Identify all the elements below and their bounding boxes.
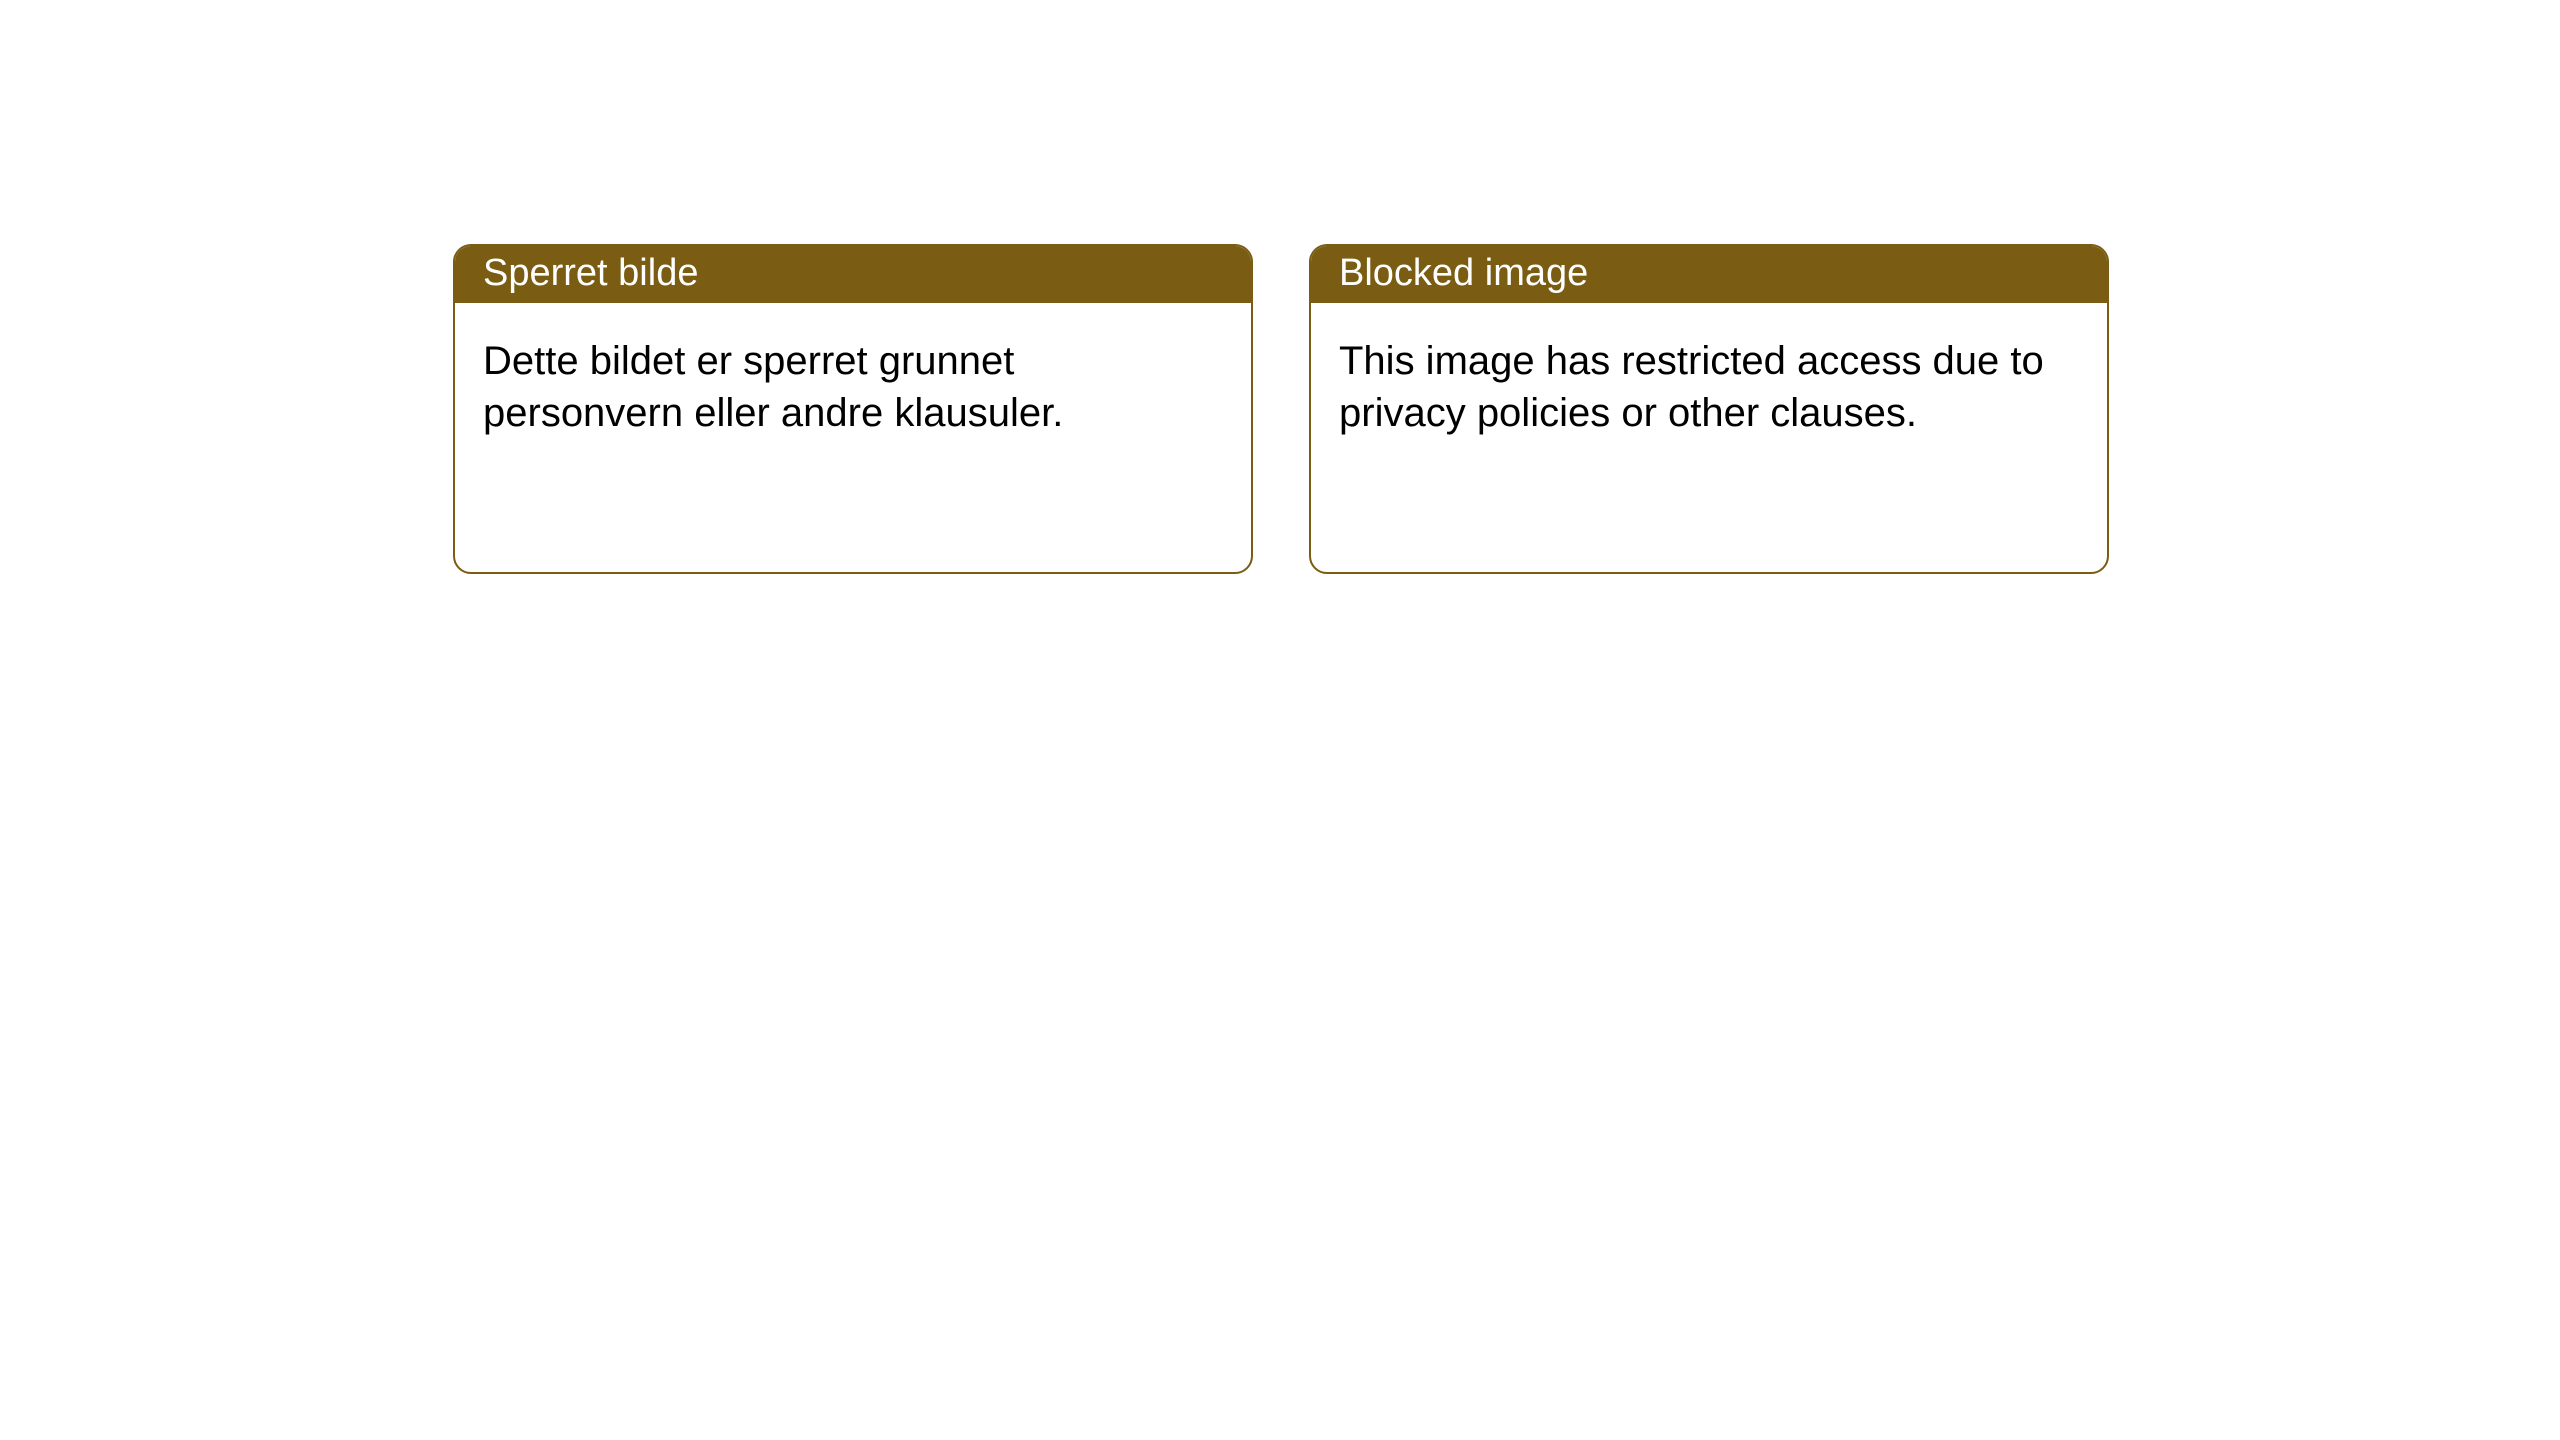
card-body-text-no: Dette bildet er sperret grunnet personve… xyxy=(483,339,1063,435)
blocked-image-card-en: Blocked image This image has restricted … xyxy=(1309,244,2109,574)
card-body-no: Dette bildet er sperret grunnet personve… xyxy=(455,303,1251,471)
card-header-no: Sperret bilde xyxy=(455,246,1251,303)
card-header-text-no: Sperret bilde xyxy=(483,252,698,294)
card-container: Sperret bilde Dette bildet er sperret gr… xyxy=(0,0,2560,574)
card-header-text-en: Blocked image xyxy=(1339,252,1588,294)
card-header-en: Blocked image xyxy=(1311,246,2107,303)
card-body-text-en: This image has restricted access due to … xyxy=(1339,339,2044,435)
card-body-en: This image has restricted access due to … xyxy=(1311,303,2107,471)
blocked-image-card-no: Sperret bilde Dette bildet er sperret gr… xyxy=(453,244,1253,574)
